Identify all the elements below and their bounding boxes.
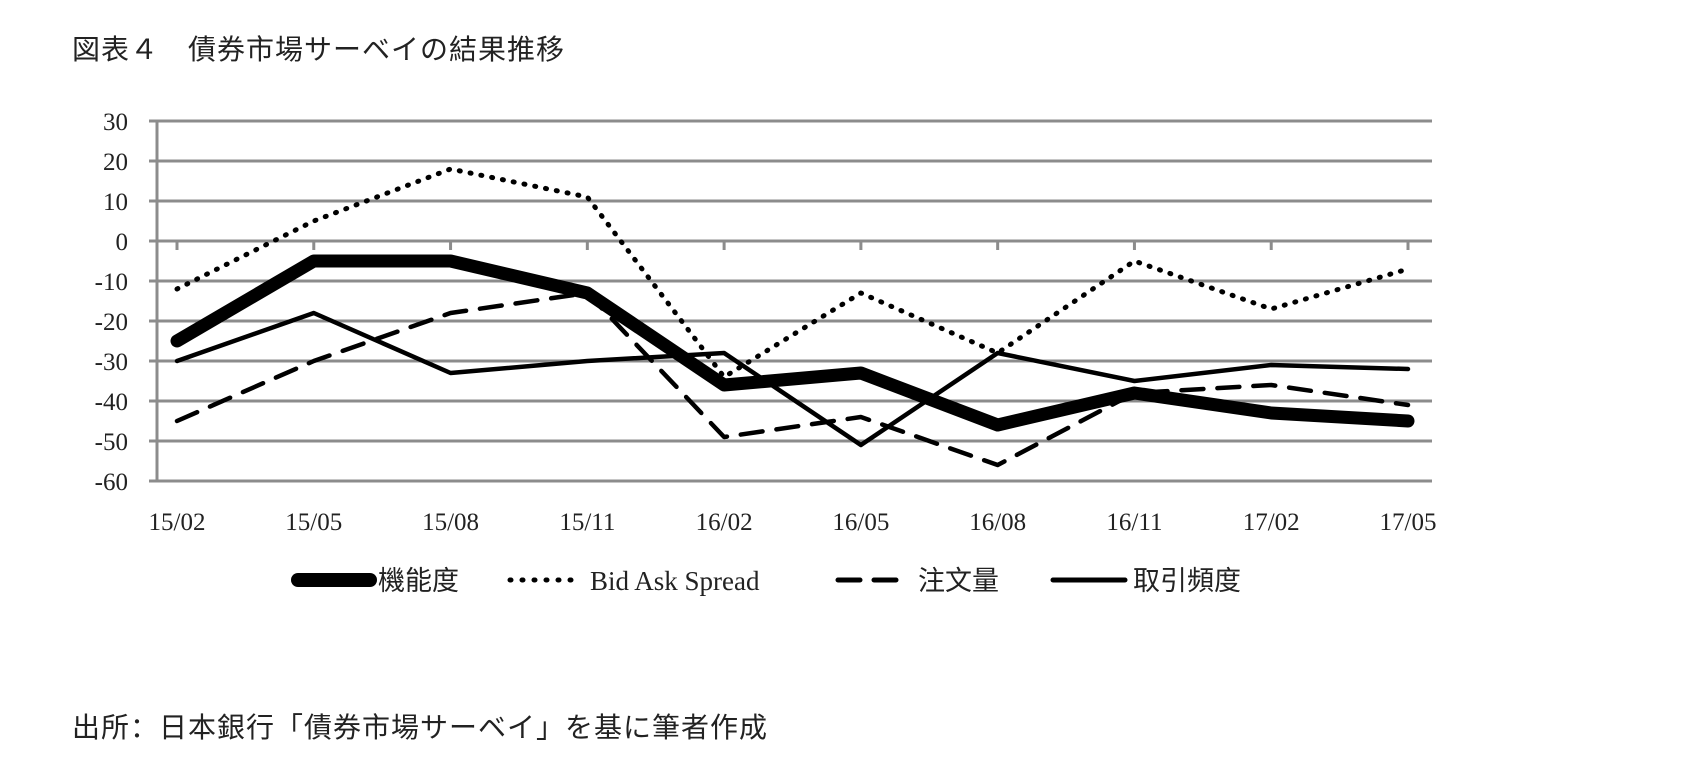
x-tick-label: 15/11 (559, 509, 615, 536)
x-tick-label: 17/02 (1243, 509, 1300, 536)
y-tick-label: 0 (116, 229, 129, 256)
y-tick-label: 20 (103, 149, 128, 176)
x-tick-label: 16/02 (696, 509, 753, 536)
y-tick-label: -40 (95, 389, 128, 416)
x-tick-label: 17/05 (1380, 509, 1437, 536)
x-tick-label: 16/11 (1106, 509, 1162, 536)
legend-label-3: 取引頻度 (1133, 566, 1241, 596)
y-tick-label: -20 (95, 309, 128, 336)
figure-title: 図表４ 債券市場サーベイの結果推移 (72, 33, 566, 66)
series-line-1 (174, 166, 1411, 380)
x-axis (155, 121, 1410, 481)
series-line-0 (170, 254, 1415, 432)
series-line-3 (174, 310, 1411, 448)
chart-legend: 機能度 Bid Ask Spread 注文量 取引頻度 (291, 566, 1241, 596)
x-tick-label: 15/08 (422, 509, 479, 536)
series-lines (170, 166, 1415, 468)
y-tick-label: 30 (103, 109, 128, 136)
y-tick-label: 10 (103, 189, 128, 216)
figure-source-note: 出所：日本銀行「債券市場サーベイ」を基に筆者作成 (72, 711, 769, 744)
y-tick-label: -30 (95, 349, 128, 376)
y-axis-tick-labels: 30 20 10 0 -10 -20 -30 -40 -50 -60 (95, 109, 128, 496)
legend-label-0: 機能度 (378, 566, 459, 596)
legend-label-1: Bid Ask Spread (590, 566, 760, 596)
x-tick-label: 15/02 (149, 509, 206, 536)
x-axis-tick-labels: 15/02 15/05 15/08 15/11 16/02 16/05 16/08 16/11… (149, 509, 1437, 536)
x-tick-label: 16/08 (969, 509, 1026, 536)
y-tick-label: -60 (95, 469, 128, 496)
legend-label-2: 注文量 (918, 566, 999, 596)
x-tick-label: 15/05 (285, 509, 342, 536)
x-tick-label: 16/05 (832, 509, 889, 536)
y-tick-label: -50 (95, 429, 128, 456)
y-tick-label: -10 (95, 269, 128, 296)
series-line-2 (174, 290, 1411, 468)
